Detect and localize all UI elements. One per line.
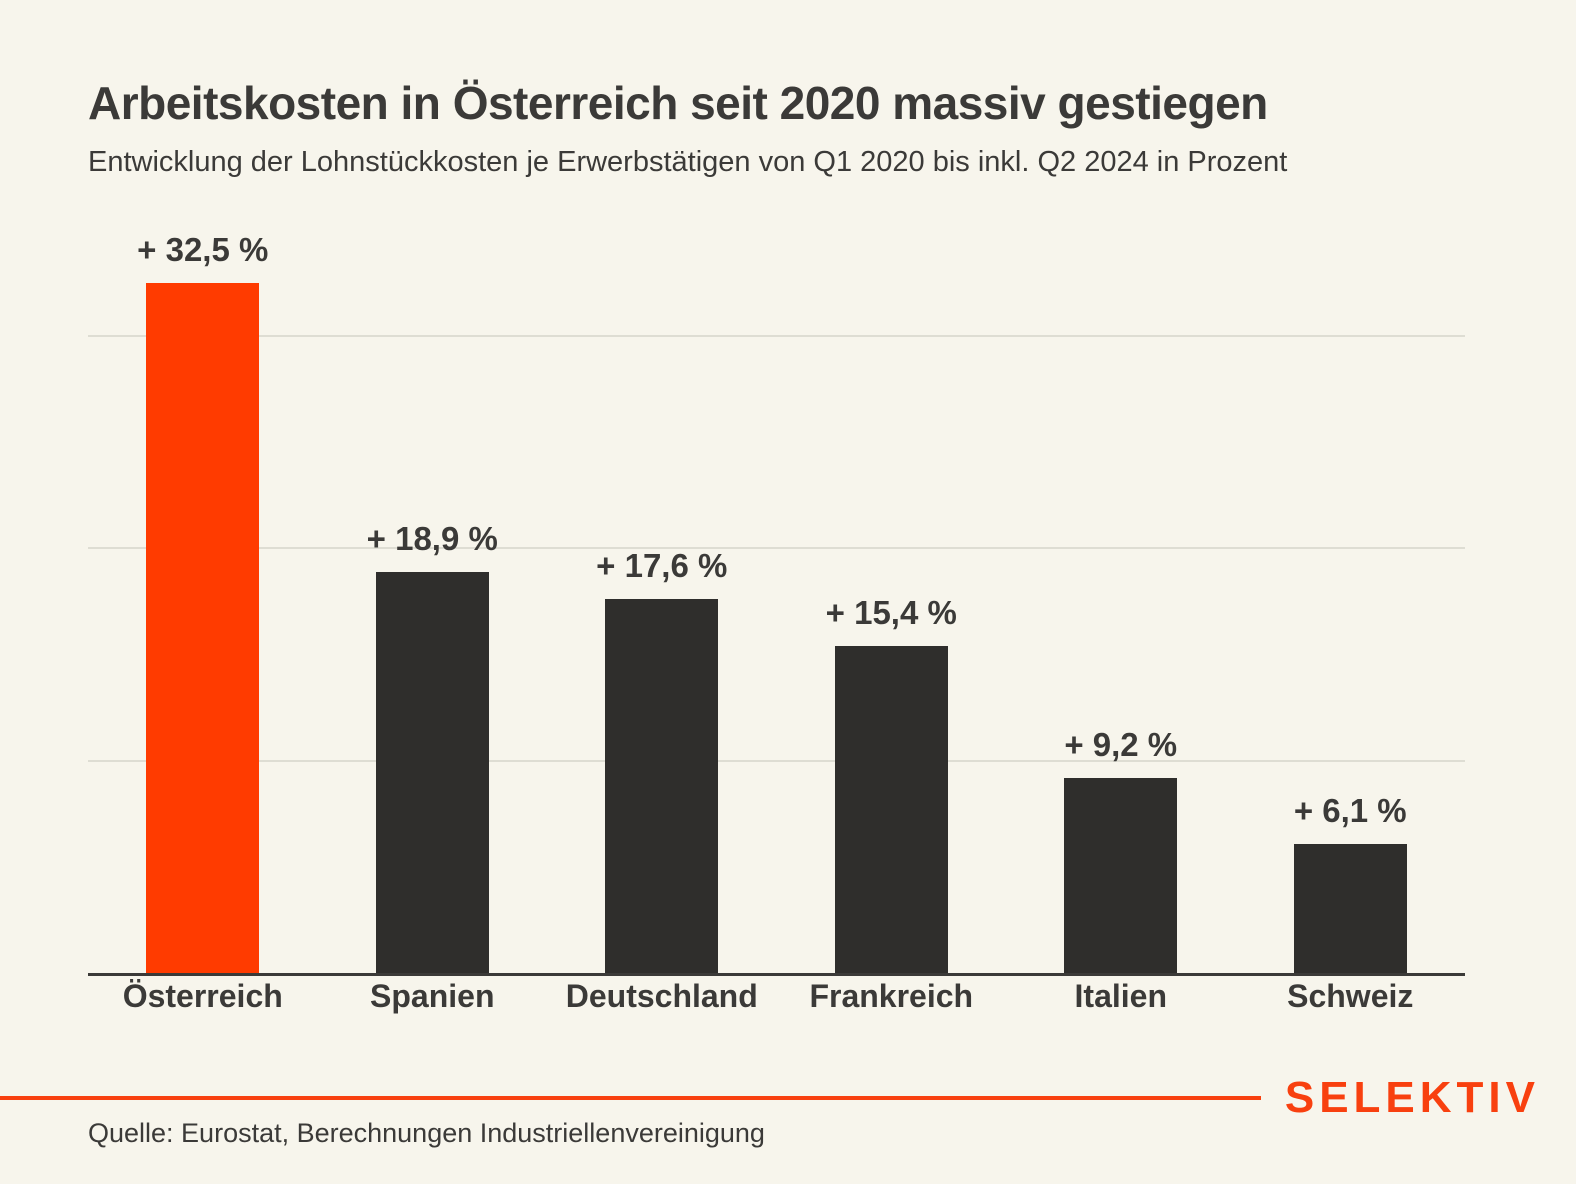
category-label: Deutschland: [565, 978, 758, 1014]
footer-band: SELEKTIV: [0, 1073, 1576, 1122]
bar: [834, 646, 948, 973]
bar-value-label: + 32,5 %: [137, 231, 269, 268]
category-label: Spanien: [370, 978, 495, 1014]
bar: [1064, 777, 1178, 973]
bar-group-italien: + 9,2 %: [1006, 215, 1236, 973]
bar: [605, 599, 719, 973]
bar-value-label: + 18,9 %: [366, 519, 498, 557]
bar-group-schweiz: + 6,1 %: [1236, 215, 1466, 973]
bar-group--sterreich: + 32,5 %: [88, 215, 318, 973]
bar: [1293, 843, 1407, 973]
gridline: [88, 759, 1465, 762]
bar-value-label: + 15,4 %: [825, 594, 957, 632]
category-label: Italien: [1074, 978, 1167, 1014]
bar-group-deutschland: + 17,6 %: [547, 215, 777, 973]
bar: [375, 571, 489, 973]
bar-group-spanien: + 18,9 %: [318, 215, 548, 973]
category-axis-labels: Österreich Spanien Deutschland Frankreich It…: [88, 978, 1465, 1015]
page-subtitle: Entwicklung der Lohnstückkosten je Erwer…: [88, 146, 1288, 178]
selektiv-logo: SELEKTIV: [1284, 1073, 1540, 1122]
gridline: [88, 335, 1465, 338]
category-label: Frankreich: [809, 978, 974, 1014]
bar-value-label: + 6,1 %: [1293, 791, 1407, 829]
footer-divider: [0, 1096, 1261, 1100]
page-title: Arbeitskosten in Österreich seit 2020 ma…: [88, 77, 1268, 129]
gridline: [88, 547, 1465, 550]
bar-chart: + 32,5 % + 18,9 % + 17,6 % + 15,4 % + 9,2 % +…: [88, 215, 1465, 976]
bar-value-label: + 9,2 %: [1064, 725, 1178, 763]
bar-value-label: + 17,6 %: [596, 547, 728, 585]
category-label: Österreich: [122, 978, 283, 1014]
category-label: Schweiz: [1287, 978, 1414, 1014]
source-note: Quelle: Eurostat, Berechnungen Industrie…: [88, 1118, 765, 1148]
bars-row: + 32,5 % + 18,9 % + 17,6 % + 15,4 % + 9,2 % +…: [88, 215, 1465, 973]
bar-group-frankreich: + 15,4 %: [777, 215, 1007, 973]
bar: [146, 283, 260, 973]
